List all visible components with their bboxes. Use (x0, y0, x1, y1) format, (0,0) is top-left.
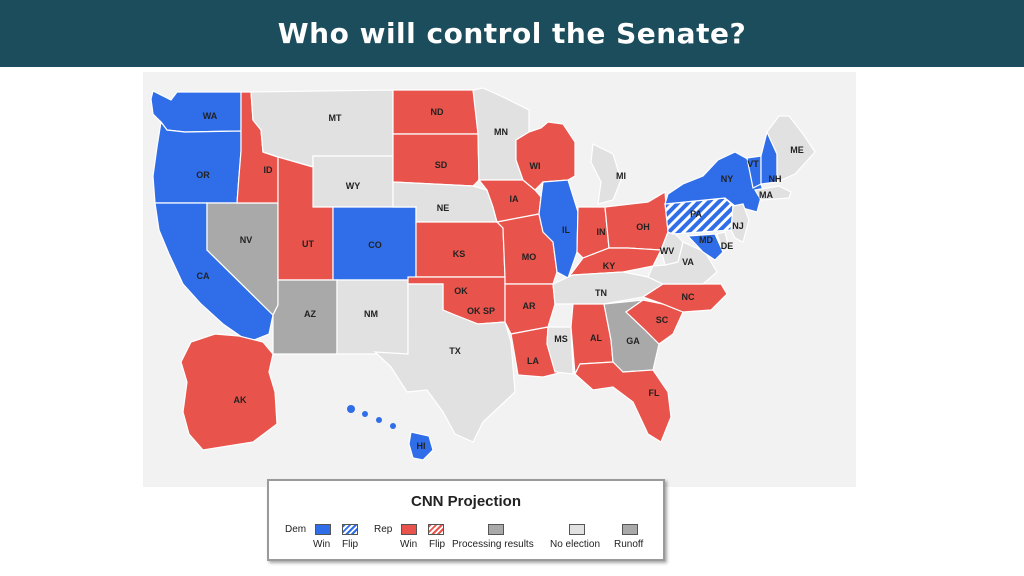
state-tn (552, 271, 665, 305)
page-title: Who will control the Senate? (277, 17, 747, 50)
state-label-nj: NJ (732, 221, 744, 231)
state-me (766, 115, 816, 183)
state-label-in: IN (597, 227, 606, 237)
state-label-nc: NC (682, 292, 695, 302)
state-label-al: AL (590, 333, 602, 343)
hawaii-island-4 (390, 423, 396, 429)
state-label-vt: VT (747, 159, 759, 169)
state-va (647, 241, 718, 285)
legend-dem-label: Dem (285, 524, 307, 535)
state-label-ga: GA (626, 336, 640, 346)
state-label-de: DE (721, 241, 734, 251)
state-ak (180, 333, 278, 451)
state-label-nm: NM (364, 309, 378, 319)
state-label-la: LA (527, 356, 539, 366)
state-hi (408, 431, 434, 461)
state-label-pa: PA (690, 209, 702, 219)
state-label-md: MD (699, 235, 713, 245)
legend-dem-flip-label: Flip (342, 539, 359, 550)
legend: CNN Projection Dem Win Flip Rep Win Flip… (267, 479, 665, 561)
legend-rep-win-label: Win (400, 539, 418, 550)
legend-rep-label: Rep (374, 524, 393, 535)
legend-title: CNN Projection (410, 493, 521, 510)
legend-runoff-label: Runoff (614, 539, 644, 550)
state-label-wi: WI (530, 161, 541, 171)
states-layer (150, 87, 816, 461)
legend-rep-flip-swatch (428, 524, 444, 535)
state-ma (754, 185, 792, 201)
state-or (152, 120, 242, 204)
state-ms (546, 326, 574, 375)
title-bar: Who will control the Senate? (0, 0, 1024, 67)
legend-dem-win-label: Win (313, 539, 331, 550)
legend-processing-swatch (488, 524, 504, 535)
state-label-mo: MO (522, 252, 537, 262)
legend-dem-win-swatch (315, 524, 331, 535)
state-label-ny: NY (721, 174, 734, 184)
legend-rep-win-swatch (401, 524, 417, 535)
state-sc (625, 299, 684, 345)
hawaii-island-1 (347, 405, 355, 413)
labels-layer: WA OR CA NV ID MT WY UT CO AZ NM ND SD NE KS OK OK SP TX M… (196, 107, 804, 451)
state-label-or: OR (196, 170, 210, 180)
state-il (538, 179, 579, 279)
state-label-nv: NV (240, 235, 253, 245)
state-label-wy: WY (346, 181, 361, 191)
state-label-ms: MS (554, 334, 568, 344)
state-label-ok-sp: OK SP (467, 306, 495, 316)
state-label-ne: NE (437, 203, 450, 213)
state-sd (392, 133, 480, 187)
state-label-tx: TX (449, 346, 461, 356)
us-senate-map: WA OR CA NV ID MT WY UT CO AZ NM ND SD NE KS OK OK SP TX M… (143, 72, 856, 487)
legend-dem-flip-swatch (342, 524, 358, 535)
state-fl (574, 361, 672, 443)
state-ny (664, 151, 764, 213)
state-label-az: AZ (304, 309, 316, 319)
state-md (686, 233, 724, 261)
state-label-ok: OK (454, 286, 468, 296)
state-oh (604, 190, 669, 251)
legend-runoff-swatch (622, 524, 638, 535)
state-label-ia: IA (510, 194, 520, 204)
legend-processing-label: Processing results (452, 539, 534, 550)
legend-no-election-label: No election (550, 539, 601, 550)
state-label-wv: WV (660, 246, 675, 256)
state-label-il: IL (562, 225, 571, 235)
state-label-ak: AK (234, 395, 247, 405)
state-label-sc: SC (656, 315, 669, 325)
state-mi (590, 143, 622, 205)
state-label-me: ME (790, 145, 804, 155)
state-nj (730, 203, 750, 243)
state-label-ut: UT (302, 239, 314, 249)
state-label-oh: OH (636, 222, 650, 232)
state-label-sd: SD (435, 160, 448, 170)
state-label-ar: AR (523, 301, 536, 311)
state-label-ky: KY (603, 261, 616, 271)
state-label-nh: NH (769, 174, 782, 184)
state-label-mt: MT (329, 113, 342, 123)
map-svg: WA OR CA NV ID MT WY UT CO AZ NM ND SD NE KS OK OK SP TX M… (150, 87, 816, 461)
legend-rep-flip-label: Flip (429, 539, 446, 550)
state-label-wa: WA (203, 111, 218, 121)
state-label-nd: ND (431, 107, 444, 117)
state-label-mn: MN (494, 127, 508, 137)
state-label-tn: TN (595, 288, 607, 298)
state-label-id: ID (264, 165, 274, 175)
state-de (716, 231, 730, 253)
state-label-co: CO (368, 240, 382, 250)
state-label-ca: CA (197, 271, 210, 281)
state-label-hi: HI (417, 441, 426, 451)
state-label-va: VA (682, 257, 694, 267)
hawaii-island-2 (362, 411, 368, 417)
hawaii-island-3 (376, 417, 382, 423)
state-label-fl: FL (649, 388, 660, 398)
state-tx (373, 283, 516, 443)
state-label-ks: KS (453, 249, 466, 259)
state-label-mi: MI (616, 171, 626, 181)
state-label-ma: MA (759, 190, 773, 200)
legend-no-election-swatch (569, 524, 585, 535)
